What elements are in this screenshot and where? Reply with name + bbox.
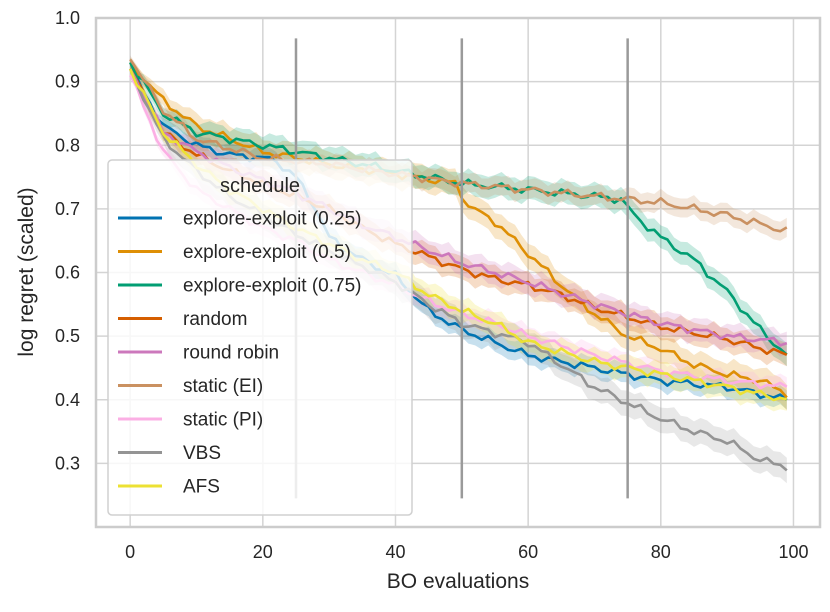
legend-label-explore-exploit-0-5: explore-exploit (0.5) — [183, 242, 351, 263]
x-axis-label: BO evaluations — [387, 570, 529, 593]
legend-label-random: random — [183, 309, 247, 330]
legend: schedule explore-exploit (0.25)explore-e… — [107, 159, 413, 516]
x-tick-label: 60 — [518, 542, 538, 562]
x-tick-label: 0 — [125, 542, 135, 562]
plot-frame — [94, 16, 822, 529]
x-tick-label: 20 — [253, 542, 273, 562]
band-random — [130, 64, 787, 367]
legend-label-vbs: VBS — [183, 443, 221, 464]
x-tick-label: 40 — [385, 542, 405, 562]
y-tick-labels: 0.3 0.4 0.5 0.6 0.7 0.8 0.9 1.0 — [55, 8, 80, 473]
y-tick-label: 0.8 — [55, 135, 80, 155]
y-tick-label: 0.5 — [55, 326, 80, 346]
y-tick-label: 0.7 — [55, 199, 80, 219]
y-tick-label: 1.0 — [55, 8, 80, 28]
legend-label-round-robin: round robin — [183, 343, 279, 364]
y-tick-label: 0.6 — [55, 263, 80, 283]
y-axis-label: log regret (scaled) — [15, 187, 38, 356]
legend-label-explore-exploit-0-75: explore-exploit (0.75) — [183, 276, 361, 297]
legend-box — [107, 159, 413, 516]
x-tick-label: 100 — [778, 542, 808, 562]
band-static-ei — [130, 55, 787, 241]
line-static-ei — [129, 58, 788, 233]
legend-label-static-pi: static (PI) — [183, 410, 263, 431]
x-tick-labels: 0 20 40 60 80 100 — [125, 542, 808, 562]
x-tick-label: 80 — [651, 542, 671, 562]
line-explore-exploit-0-5 — [129, 61, 788, 399]
band-explore-exploit-0-5 — [130, 57, 787, 411]
band-round-robin — [130, 64, 787, 357]
line-explore-exploit-0-25 — [129, 68, 788, 402]
legend-label-afs: AFS — [183, 477, 220, 498]
y-tick-label: 0.4 — [55, 390, 80, 410]
y-tick-label: 0.3 — [55, 453, 80, 473]
legend-label-explore-exploit-0-25: explore-exploit (0.25) — [183, 209, 361, 230]
legend-title: schedule — [220, 175, 300, 197]
legend-label-static-ei: static (EI) — [183, 376, 263, 397]
y-tick-label: 0.9 — [55, 72, 80, 92]
legend-items: explore-exploit (0.25) explore-exploit (0… — [118, 209, 361, 498]
